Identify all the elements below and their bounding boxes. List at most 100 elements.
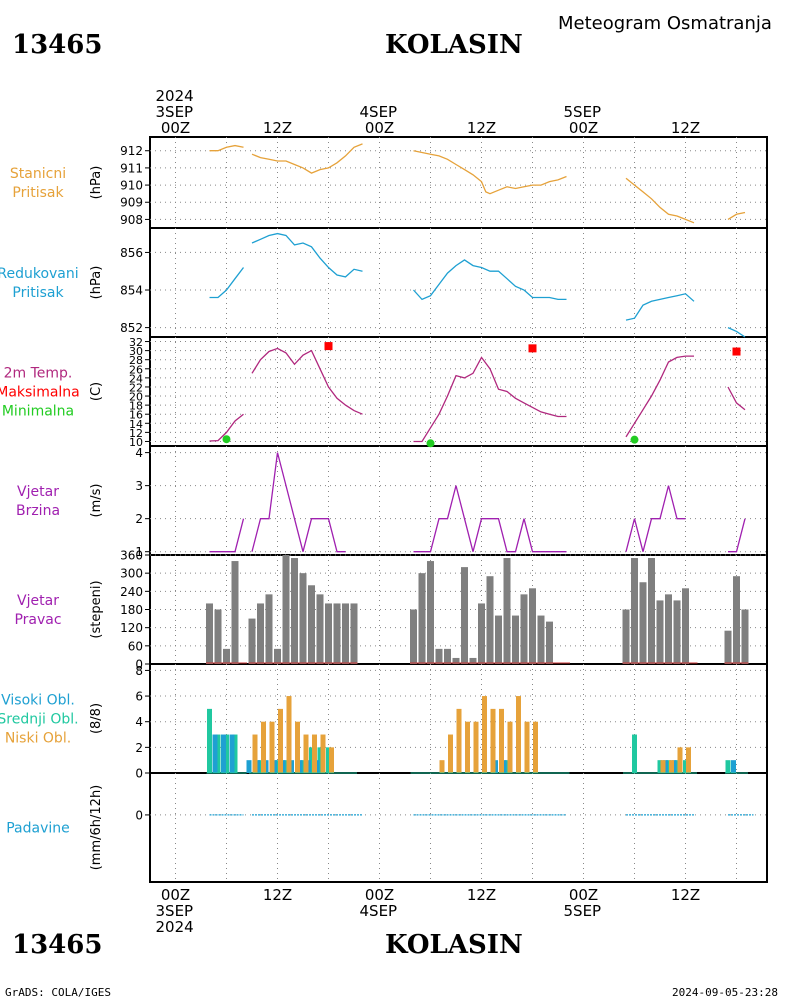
tmax-marker <box>528 344 537 353</box>
station-pressure-line <box>727 211 746 220</box>
station-pressure-line <box>625 177 695 224</box>
cloud-low-bar <box>482 696 487 773</box>
station-id-top: 13465 <box>12 30 103 60</box>
cloud-mid-bar <box>674 760 680 773</box>
y-tick-label: 856 <box>120 246 143 260</box>
temperature-line <box>727 386 746 411</box>
wind-direction-bar <box>656 600 664 664</box>
wind-direction-bar <box>316 594 324 664</box>
y-tick-label: 16 <box>129 409 143 422</box>
cloud-low-bar <box>261 721 266 773</box>
y-tick-label: 14 <box>129 418 143 431</box>
wind-direction-bar <box>648 558 655 664</box>
render-timestamp: 2024-09-05-23:28 <box>672 986 778 999</box>
y-tick-label: 22 <box>129 381 143 394</box>
wind-direction-bar <box>274 648 281 664</box>
cloud-mid-bar <box>215 734 221 773</box>
tmax-marker <box>732 347 741 356</box>
y-axis-unit: (8/8) <box>89 703 104 734</box>
y-tick-label: 28 <box>129 354 143 367</box>
cloud-mid-bar <box>224 734 229 773</box>
cloud-mid-bar <box>657 760 663 773</box>
y-tick-label: 852 <box>120 321 143 335</box>
wind-direction-bar <box>444 648 451 664</box>
y-tick-label: 180 <box>120 603 143 617</box>
panel-label: Padavine <box>6 821 70 837</box>
temperature-line <box>209 413 244 442</box>
wind-direction-bar <box>350 603 358 664</box>
cloud-mid-bar <box>632 734 637 773</box>
wind-direction-bar <box>333 603 341 664</box>
wind-direction-bar <box>265 594 273 664</box>
cloud-low-bar <box>473 721 479 773</box>
wind-speed-line <box>251 452 346 553</box>
y-tick-label: 18 <box>129 400 143 413</box>
temperature-line <box>413 356 567 443</box>
y-tick-label: 12 <box>129 427 143 440</box>
cloud-low-bar <box>286 696 292 773</box>
wind-direction-bar <box>673 600 681 664</box>
cloud-mid-bar <box>232 734 238 773</box>
cloud-low-bar <box>669 760 674 773</box>
wind-direction-bar <box>410 609 417 664</box>
station-name-bottom: KOLASIN <box>385 930 523 960</box>
y-axis-unit: (stepeni) <box>89 580 104 638</box>
y-axis-unit: (mm/6h/12h) <box>89 785 104 871</box>
wind-direction-bar <box>342 603 349 664</box>
wind-direction-bar <box>257 603 264 664</box>
time-label-top: 2024 <box>156 87 194 105</box>
cloud-low-bar <box>490 708 496 773</box>
cloud-high-bar <box>212 734 218 773</box>
y-tick-label: 60 <box>128 639 143 653</box>
y-axis-unit: (C) <box>89 382 104 401</box>
y-tick-label: 1 <box>135 545 143 559</box>
time-label-bottom: 2024 <box>156 918 194 936</box>
panel-label: Niski Obl. <box>5 731 71 747</box>
reduced-pressure-line <box>413 259 567 301</box>
y-tick-label: 911 <box>120 161 143 175</box>
time-label-bottom: 12Z <box>671 886 700 904</box>
cloud-low-bar <box>677 747 683 773</box>
wind-direction-bar <box>682 588 689 664</box>
cloud-low-bar <box>269 721 275 773</box>
grads-credit: GrADS: COLA/IGES <box>5 986 111 999</box>
y-axis-unit: (m/s) <box>89 484 104 518</box>
cloud-mid-bar <box>317 747 323 773</box>
wind-direction-bar <box>282 555 290 664</box>
y-tick-label: 4 <box>135 446 143 460</box>
y-axis-unit: (hPa) <box>89 266 104 300</box>
panel-label: Srednji Obl. <box>0 712 79 728</box>
cloud-low-bar <box>448 734 453 773</box>
wind-direction-bar <box>308 585 315 664</box>
panel-frame <box>149 772 768 883</box>
tmin-marker <box>630 435 639 444</box>
time-label-top: 12Z <box>671 119 700 137</box>
y-tick-label: 908 <box>120 213 143 227</box>
cloud-mid-bar <box>309 747 314 773</box>
reduced-pressure-line <box>209 267 245 299</box>
cloud-low-bar <box>516 696 521 773</box>
wind-direction-bar <box>741 609 749 664</box>
cloud-low-bar <box>278 708 283 773</box>
station-pressure-line <box>251 143 363 174</box>
wind-direction-bar <box>435 648 443 664</box>
y-tick-label: 6 <box>135 690 143 704</box>
wind-direction-bar <box>452 657 460 664</box>
cloud-low-bar <box>295 721 300 773</box>
time-label-top: 00Z <box>161 119 190 137</box>
y-tick-label: 3 <box>135 479 143 493</box>
cloud-low-bar <box>439 760 445 773</box>
cloud-low-bar <box>660 760 666 773</box>
station-name-top: KOLASIN <box>385 30 523 60</box>
panel-frame <box>149 336 768 447</box>
y-tick-label: 26 <box>129 363 143 376</box>
wind-direction-bar <box>520 594 528 664</box>
wind-speed-line <box>209 518 245 553</box>
time-label-bottom: 5SEP <box>564 902 602 920</box>
y-tick-label: 0 <box>135 658 143 672</box>
y-tick-label: 909 <box>120 196 143 210</box>
wind-direction-bar <box>214 609 222 664</box>
wind-direction-bar <box>231 561 239 664</box>
y-axis-unit: (hPa) <box>89 166 104 200</box>
